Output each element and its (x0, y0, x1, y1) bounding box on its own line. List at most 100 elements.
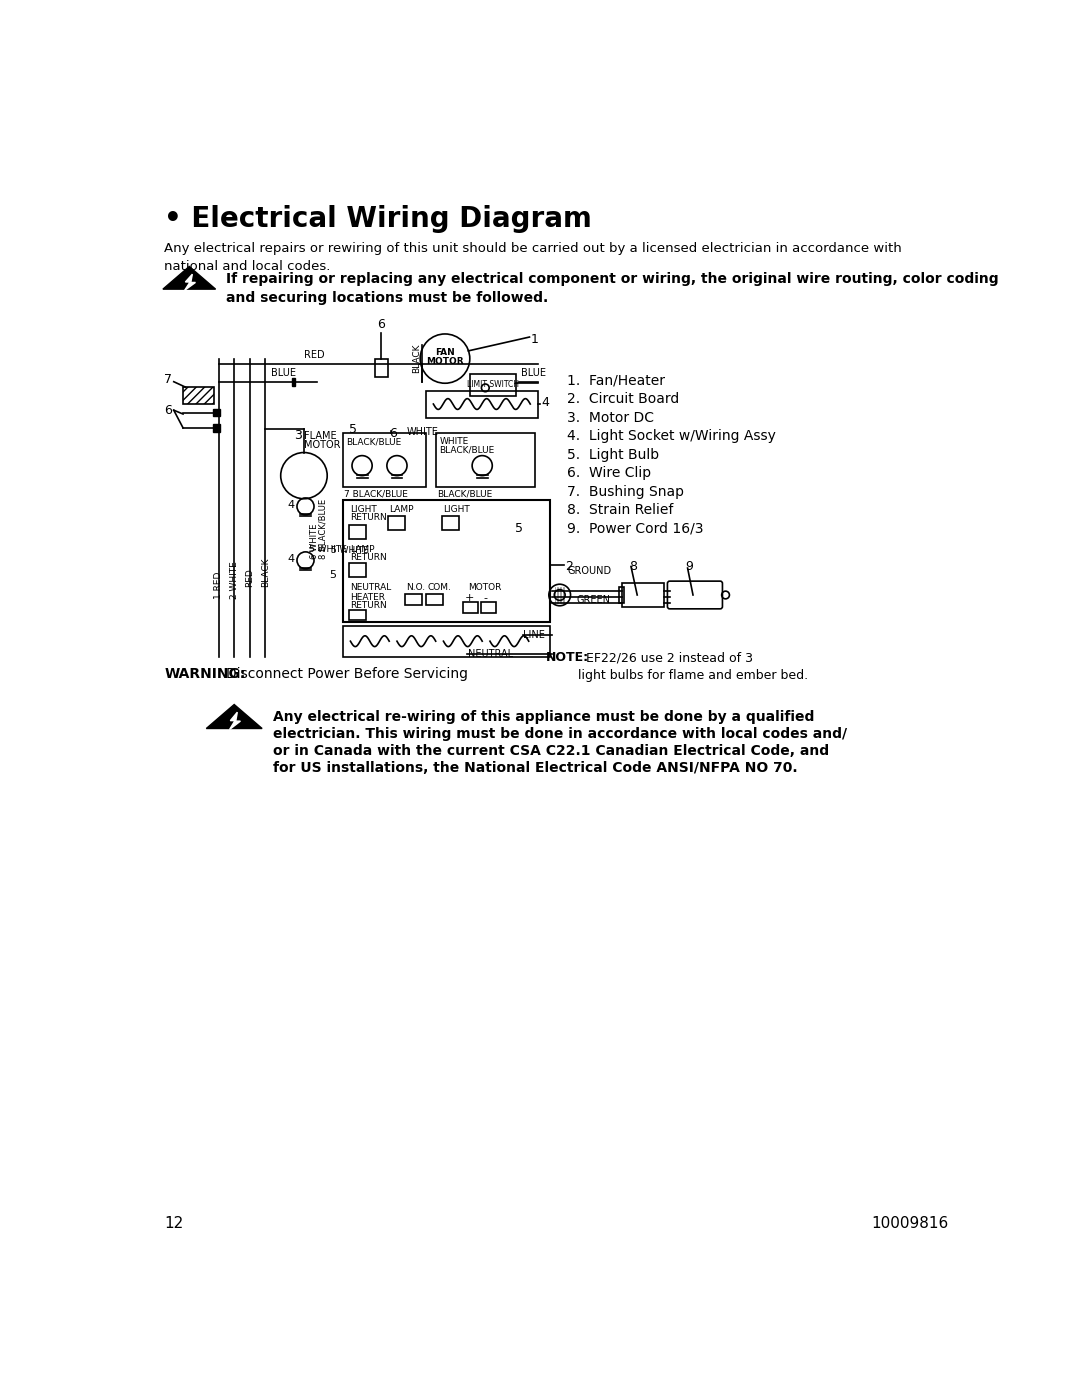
Text: WHITE: WHITE (440, 437, 469, 446)
Text: 4.  Light Socket w/Wiring Assy: 4. Light Socket w/Wiring Assy (567, 429, 777, 443)
Text: RETURN: RETURN (350, 513, 388, 522)
Text: BLUE: BLUE (271, 367, 296, 377)
Bar (213, 409, 220, 416)
Text: 2 WHITE: 2 WHITE (230, 562, 239, 599)
Text: BLACK/BLUE: BLACK/BLUE (437, 489, 492, 499)
Text: 5: 5 (329, 570, 337, 580)
Text: BLACK/BLUE: BLACK/BLUE (440, 446, 495, 454)
Text: MOTOR: MOTOR (427, 358, 463, 366)
Text: 10009816: 10009816 (872, 1217, 948, 1231)
Text: GROUND: GROUND (567, 567, 611, 577)
Polygon shape (230, 712, 241, 729)
Text: +: + (465, 592, 474, 602)
Text: 4: 4 (287, 555, 295, 564)
Polygon shape (206, 704, 262, 728)
Text: LINE: LINE (523, 630, 544, 640)
Text: • Electrical Wiring Diagram: • Electrical Wiring Diagram (164, 204, 592, 232)
Bar (435, 433, 535, 488)
Text: 7: 7 (164, 373, 172, 386)
Text: HEATER: HEATER (350, 592, 386, 602)
Bar (375, 359, 388, 377)
Text: N.O.: N.O. (406, 584, 426, 592)
Text: -: - (484, 592, 488, 602)
Text: 8: 8 (630, 560, 637, 573)
Text: 5 WHITE: 5 WHITE (309, 545, 348, 555)
Bar (349, 563, 366, 577)
Text: 6: 6 (378, 319, 386, 331)
Bar (292, 377, 295, 387)
Bar (349, 609, 366, 620)
Text: FAN: FAN (435, 348, 455, 358)
Bar (342, 626, 551, 657)
Text: FLAME: FLAME (303, 432, 337, 441)
Text: Disconnect Power Before Servicing: Disconnect Power Before Servicing (227, 666, 469, 680)
Text: RED: RED (303, 351, 325, 360)
Text: BLACK/BLUE: BLACK/BLUE (347, 437, 402, 446)
Bar (622, 584, 664, 606)
Bar (426, 391, 538, 418)
Text: 4: 4 (541, 395, 549, 409)
Text: 2: 2 (565, 560, 573, 573)
Text: 9.  Power Cord 16/3: 9. Power Cord 16/3 (567, 522, 704, 536)
Polygon shape (185, 274, 195, 291)
Text: NOTE:: NOTE: (545, 651, 589, 664)
Text: If repairing or replacing any electrical component or wiring, the original wire : If repairing or replacing any electrical… (227, 271, 999, 305)
Text: COM.: COM. (428, 584, 451, 592)
Text: 4: 4 (287, 500, 295, 510)
Text: 1: 1 (530, 334, 538, 346)
Text: for US installations, the National Electrical Code ANSI/NFPA NO 70.: for US installations, the National Elect… (273, 761, 797, 775)
Text: 2.  Circuit Board: 2. Circuit Board (567, 393, 679, 407)
Bar (388, 515, 405, 529)
Text: 8 BLACK/BLUE: 8 BLACK/BLUE (318, 499, 327, 559)
Text: 6.  Wire Clip: 6. Wire Clip (567, 467, 651, 481)
Bar (442, 515, 459, 529)
Text: Any electrical repairs or rewiring of this unit should be carried out by a licen: Any electrical repairs or rewiring of th… (164, 242, 902, 272)
Text: LAMP: LAMP (389, 504, 414, 514)
Text: LAMP: LAMP (350, 545, 375, 555)
Text: 7 BLACK/BLUE: 7 BLACK/BLUE (345, 489, 408, 499)
Text: RED: RED (245, 569, 254, 587)
Bar (349, 525, 366, 539)
Text: EF22/26 use 2 instead of 3
light bulbs for flame and ember bed.: EF22/26 use 2 instead of 3 light bulbs f… (578, 651, 809, 682)
Text: MOTOR: MOTOR (469, 584, 501, 592)
Text: NEUTRAL: NEUTRAL (469, 648, 513, 659)
Text: MOTOR: MOTOR (303, 440, 340, 450)
Text: LIGHT: LIGHT (444, 504, 470, 514)
Text: NEUTRAL: NEUTRAL (350, 584, 392, 592)
Bar (342, 433, 427, 488)
Text: 1.  Fan/Heater: 1. Fan/Heater (567, 374, 665, 388)
Text: WHITE: WHITE (406, 427, 438, 437)
Text: 5 WHITE: 5 WHITE (332, 546, 369, 556)
Text: or in Canada with the current CSA C22.1 Canadian Electrical Code, and: or in Canada with the current CSA C22.1 … (273, 745, 829, 759)
Text: LIMIT SWITCH: LIMIT SWITCH (467, 380, 519, 390)
Text: 5: 5 (515, 522, 523, 535)
Text: BLUE: BLUE (521, 367, 546, 377)
Bar (405, 594, 422, 605)
Text: 12: 12 (164, 1217, 184, 1231)
Polygon shape (163, 267, 216, 289)
Text: 1 RED: 1 RED (214, 571, 224, 599)
Text: LIGHT: LIGHT (350, 504, 377, 514)
Bar (470, 374, 516, 395)
Bar (619, 587, 624, 602)
Text: RETURN: RETURN (350, 601, 388, 610)
Bar (183, 387, 214, 404)
Text: GREEN: GREEN (577, 595, 611, 605)
Text: 5.  Light Bulb: 5. Light Bulb (567, 448, 660, 462)
Bar (427, 594, 444, 605)
Text: 5: 5 (350, 423, 357, 436)
Bar (342, 500, 551, 622)
Text: 3.  Motor DC: 3. Motor DC (567, 411, 654, 425)
Text: 6: 6 (389, 427, 397, 440)
Text: 8.  Strain Relief: 8. Strain Relief (567, 503, 674, 517)
Text: WARNING:: WARNING: (164, 666, 246, 680)
Text: RETURN: RETURN (350, 553, 388, 562)
Text: 6: 6 (164, 404, 172, 416)
Text: BLACK: BLACK (411, 344, 421, 373)
Text: Any electrical re-wiring of this appliance must be done by a qualified: Any electrical re-wiring of this applian… (273, 711, 814, 725)
Text: electrician. This wiring must be done in accordance with local codes and/: electrician. This wiring must be done in… (273, 728, 847, 742)
Bar (463, 602, 478, 613)
Text: 9: 9 (685, 560, 693, 573)
Text: 3: 3 (294, 429, 301, 443)
Text: BLACK: BLACK (260, 557, 270, 587)
